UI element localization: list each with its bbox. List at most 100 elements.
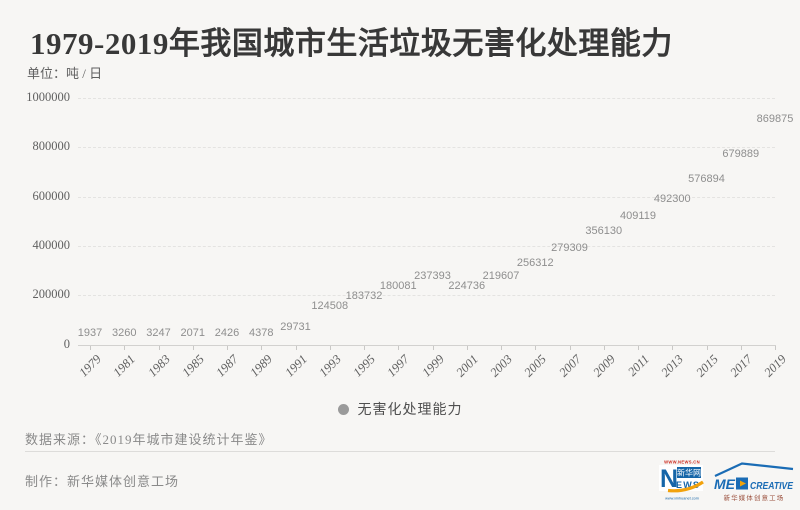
x-axis-tick <box>124 346 126 350</box>
year-text: 1979 <box>76 352 104 380</box>
medcreative-roof <box>714 462 794 477</box>
value-text: 356130 <box>585 225 623 237</box>
value-text: 3247 <box>146 327 171 339</box>
year-text: 2001 <box>453 352 481 380</box>
x-axis-tick <box>158 346 160 350</box>
value-text: 29731 <box>280 321 311 333</box>
year-text: 1997 <box>384 352 413 380</box>
x-axis-tick <box>364 346 365 350</box>
year-text: 1987 <box>213 352 241 380</box>
year-text: 1991 <box>281 352 310 380</box>
x-axis-tick <box>90 346 91 350</box>
year-text: 1995 <box>350 352 378 380</box>
value-text: 124508 <box>311 300 349 312</box>
xinhuanet-logo: WWW.NEWS.CN N 新华网 EWS www.xinhuanet.com <box>654 458 710 507</box>
x-axis-tick <box>638 346 639 350</box>
value-text: 1937 <box>77 327 103 339</box>
y-gridline <box>78 295 775 297</box>
x-axis-line <box>78 345 776 346</box>
x-axis-tick <box>192 346 194 350</box>
medcreative-creative: CREATIVE <box>750 480 794 492</box>
year-text: 1985 <box>179 352 207 380</box>
year-text: 2015 <box>692 352 721 380</box>
legend-dot-icon <box>337 403 349 415</box>
year-text: 2013 <box>658 352 687 380</box>
value-text: 409119 <box>620 210 656 222</box>
unit-label: 单位：吨 / 日 <box>27 66 103 81</box>
year-text: 1983 <box>144 352 173 380</box>
xinhuanet-name: 新华网 <box>677 468 701 478</box>
year-text: 2019 <box>761 352 789 380</box>
x-axis-tick <box>672 346 674 350</box>
x-axis-tick <box>740 346 742 350</box>
x-axis-tick <box>775 346 776 350</box>
y-axis-tick-label: 0 <box>63 336 70 351</box>
xinhuanet-letter-n: N <box>660 465 678 493</box>
medcreative-logo: ME CREATIVE 新华媒体创意工场 <box>712 459 796 509</box>
year-text: 2017 <box>727 352 755 380</box>
y-axis-tick-label: 1000000 <box>26 90 70 104</box>
chart-title: 1979-2019年我国城市生活垃圾无害化处理能力 <box>30 26 673 61</box>
value-text: 237393 <box>414 270 451 282</box>
year-text: 2009 <box>590 352 618 380</box>
value-text: 576894 <box>688 173 725 185</box>
y-axis-tick-label: 800000 <box>32 139 71 154</box>
x-axis-tick <box>261 346 263 350</box>
x-axis-tick <box>603 346 605 350</box>
footer-divider <box>25 451 775 452</box>
credit-label: 制作： <box>25 474 68 489</box>
value-text: 2071 <box>180 327 205 339</box>
value-text: 869875 <box>756 113 794 125</box>
value-text: 679889 <box>722 148 760 160</box>
x-axis-tick <box>501 346 502 350</box>
data-source-label: 数据来源： <box>25 432 96 447</box>
value-text: 183732 <box>345 290 383 302</box>
x-axis-tick <box>227 346 228 350</box>
y-axis-tick-label: 400000 <box>32 237 71 252</box>
chart-legend: 无害化处理能力 <box>0 399 800 419</box>
value-text: 492300 <box>653 193 691 205</box>
medcreative-play-icon <box>740 480 746 487</box>
value-text: 224736 <box>448 280 486 292</box>
legend-series-label: 无害化处理能力 <box>357 403 463 418</box>
value-text: 180081 <box>379 280 417 292</box>
credit-text: 新华媒体创意工场 <box>67 474 180 489</box>
y-gridline <box>78 147 775 149</box>
value-text: 279309 <box>551 242 588 254</box>
year-text: 2007 <box>555 352 584 380</box>
year-text: 2011 <box>624 352 652 379</box>
x-axis-tick <box>398 346 400 350</box>
value-text: 4378 <box>249 327 274 339</box>
value-text: 3260 <box>112 327 137 339</box>
year-text: 2005 <box>521 352 550 380</box>
y-gridline <box>78 245 775 247</box>
x-axis-tick <box>432 346 434 350</box>
xinhuanet-ews: EWS <box>676 480 700 490</box>
x-axis-tick <box>329 346 331 350</box>
data-source-line: 数据来源：《2019年城市建设统计年鉴》 <box>25 429 273 448</box>
xinhuanet-url-bottom: www.xinhuanet.com <box>665 497 699 501</box>
y-axis-tick-label: 200000 <box>32 287 71 302</box>
value-text: 219607 <box>482 270 520 282</box>
value-text: 256312 <box>516 257 554 269</box>
year-text: 2003 <box>487 352 515 380</box>
y-gridline <box>78 196 775 198</box>
y-axis-tick-label: 600000 <box>32 188 71 203</box>
y-gridline <box>78 98 775 99</box>
medcreative-subtitle: 新华媒体创意工场 <box>724 493 785 502</box>
xinhuanet-swoosh <box>667 480 704 493</box>
x-axis-tick <box>295 346 297 350</box>
x-axis-tick <box>535 346 537 350</box>
xinhuanet-url-top: WWW.NEWS.CN <box>664 460 700 465</box>
year-text: 1999 <box>418 352 447 380</box>
credit-line: 制作：新华媒体创意工场 <box>25 471 179 490</box>
year-text: 1981 <box>110 352 139 380</box>
year-text: 1993 <box>316 352 344 380</box>
value-text: 2426 <box>214 327 240 339</box>
x-axis-tick <box>569 346 571 350</box>
data-source-text: 《2019年城市建设统计年鉴》 <box>95 432 273 447</box>
xinhuanet-name-box <box>677 467 701 478</box>
x-axis-tick <box>466 346 468 350</box>
